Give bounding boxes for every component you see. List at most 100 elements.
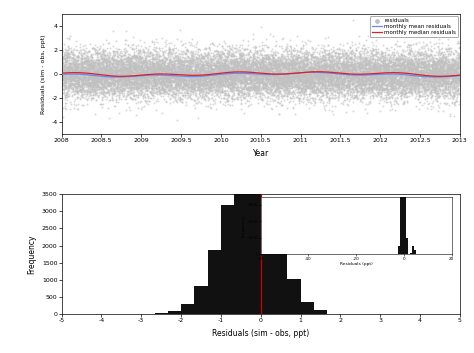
Point — [342, 64, 349, 70]
Point — [181, 81, 189, 86]
Point — [208, 58, 216, 63]
Point — [66, 73, 74, 78]
Point — [267, 62, 274, 67]
Point — [447, 113, 454, 119]
Point — [72, 88, 79, 94]
Point — [325, 82, 332, 88]
Point — [389, 78, 396, 83]
Point — [361, 82, 368, 88]
Point — [236, 88, 243, 93]
Point — [220, 61, 228, 67]
Point — [78, 62, 86, 68]
Point — [73, 67, 81, 73]
Point — [403, 61, 410, 67]
Point — [108, 80, 116, 85]
Point — [271, 88, 278, 94]
Point — [422, 67, 429, 72]
Point — [251, 85, 258, 91]
Point — [437, 69, 444, 74]
Point — [371, 90, 378, 96]
Point — [211, 62, 219, 67]
Point — [430, 70, 438, 76]
Point — [406, 60, 413, 65]
Point — [376, 64, 383, 69]
Point — [142, 62, 150, 68]
Point — [112, 77, 120, 82]
Point — [194, 49, 202, 55]
Point — [167, 68, 175, 73]
Point — [356, 59, 364, 64]
Point — [191, 92, 199, 98]
Point — [228, 59, 236, 65]
Point — [105, 66, 113, 72]
Point — [424, 76, 432, 82]
Point — [100, 80, 108, 85]
Point — [160, 66, 168, 72]
Point — [235, 66, 242, 71]
Point — [396, 62, 404, 68]
Point — [239, 56, 247, 62]
Point — [398, 56, 405, 61]
Point — [143, 71, 150, 76]
Point — [294, 64, 302, 69]
Point — [453, 64, 461, 70]
Point — [329, 71, 337, 77]
Point — [363, 77, 370, 82]
Point — [292, 83, 300, 88]
Point — [81, 88, 89, 94]
Point — [338, 61, 346, 67]
Point — [142, 67, 150, 73]
Point — [204, 49, 211, 55]
Point — [105, 76, 112, 82]
Point — [422, 67, 430, 72]
Point — [306, 67, 313, 73]
Point — [197, 51, 205, 57]
Point — [442, 80, 450, 86]
Point — [212, 87, 219, 92]
Point — [158, 71, 166, 76]
Point — [234, 71, 241, 77]
Point — [86, 83, 94, 88]
Point — [359, 82, 366, 87]
Point — [183, 89, 191, 95]
Point — [108, 61, 115, 66]
Point — [313, 92, 321, 98]
Point — [350, 94, 357, 100]
Point — [335, 93, 342, 98]
Point — [203, 76, 211, 82]
Point — [139, 73, 147, 78]
Point — [220, 67, 228, 72]
Point — [151, 83, 158, 88]
Point — [310, 58, 318, 63]
Point — [375, 84, 383, 89]
Point — [94, 77, 102, 83]
monthly median residuals — [130, 74, 136, 78]
Point — [221, 47, 228, 53]
Point — [148, 87, 156, 92]
Point — [161, 68, 169, 74]
Point — [81, 60, 88, 66]
Point — [273, 81, 281, 86]
Point — [310, 83, 318, 88]
Point — [197, 80, 205, 86]
Point — [369, 64, 377, 70]
Point — [240, 54, 248, 60]
Point — [84, 66, 92, 72]
Point — [340, 73, 348, 79]
Point — [59, 81, 66, 86]
Point — [294, 54, 302, 60]
Point — [138, 80, 146, 86]
Point — [65, 63, 73, 69]
Point — [300, 72, 307, 78]
Point — [440, 71, 448, 77]
Point — [267, 89, 275, 95]
Point — [408, 81, 416, 87]
Point — [326, 55, 333, 61]
Point — [356, 73, 363, 78]
Point — [280, 83, 288, 88]
Point — [119, 61, 127, 66]
Point — [228, 75, 236, 80]
Point — [328, 90, 336, 95]
Point — [438, 75, 446, 80]
Point — [158, 77, 166, 82]
